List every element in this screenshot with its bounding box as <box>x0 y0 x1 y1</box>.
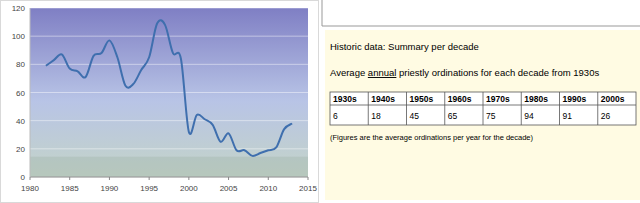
x-tick-label: 1995 <box>140 184 158 193</box>
subtitle-part: annual <box>368 67 397 78</box>
x-tick-label: 2015 <box>299 184 317 193</box>
y-tick-label: 80 <box>16 60 25 69</box>
table-value: 94 <box>524 111 534 121</box>
table-note: (Figures are the average ordinations per… <box>330 133 534 142</box>
separator <box>322 0 323 26</box>
subtitle-part: priestly ordinations for each decade fro… <box>396 67 599 78</box>
grid-line <box>30 64 308 65</box>
table-col-line <box>368 92 369 125</box>
table-col-line <box>406 92 407 125</box>
grid-line <box>30 8 308 9</box>
y-tick-label: 120 <box>12 4 26 13</box>
table-col-line <box>483 92 484 125</box>
grid-line <box>30 120 308 121</box>
table-value: 45 <box>410 111 420 121</box>
grid-line <box>30 148 308 149</box>
subtitle-part: Average <box>330 67 368 78</box>
table-col-line <box>597 92 598 125</box>
grid-line <box>30 92 308 93</box>
x-tick-label: 1980 <box>21 184 39 193</box>
chart-border <box>1 1 319 203</box>
table-value: 18 <box>371 111 381 121</box>
table-value: 75 <box>486 111 496 121</box>
x-tick-label: 1990 <box>101 184 119 193</box>
table-frame <box>330 92 636 125</box>
table-header: 2000s <box>601 94 625 104</box>
table-title: Historic data: Summary per decade <box>330 41 479 52</box>
x-axis <box>30 177 308 178</box>
y-tick-label: 40 <box>16 117 25 126</box>
series-group <box>46 20 292 156</box>
table-header: 1960s <box>448 94 472 104</box>
grid-line <box>30 177 308 178</box>
table-subtitle: Average annual priestly ordinations for … <box>330 67 599 78</box>
y-tick-label: 60 <box>16 89 25 98</box>
table-value: 6 <box>333 111 338 121</box>
line-series <box>46 20 292 156</box>
plot-area <box>30 8 308 177</box>
x-tick-label: 2010 <box>259 184 277 193</box>
y-tick-label: 0 <box>21 173 26 182</box>
table-col-line <box>444 92 445 125</box>
table-header: 1990s <box>563 94 587 104</box>
plot-band <box>30 157 308 177</box>
table-header: 1950s <box>410 94 434 104</box>
y-axis <box>30 8 31 177</box>
y-tick-label: 100 <box>12 32 26 41</box>
x-tick-label: 2005 <box>220 184 238 193</box>
table-header: 1930s <box>333 94 357 104</box>
x-tick-label: 2000 <box>180 184 198 193</box>
y-tick-label: 20 <box>16 145 25 154</box>
table-header: 1980s <box>524 94 548 104</box>
table-value: 91 <box>563 111 573 121</box>
table-header: 1940s <box>371 94 395 104</box>
table-col-line <box>521 92 522 125</box>
page: 0 20 40 60 80 100 120 1980 1985 1990 1995 2000 2005 2… <box>0 0 640 203</box>
table-value: 65 <box>448 111 458 121</box>
table-col-line <box>559 92 560 125</box>
panel <box>325 30 640 200</box>
table-value: 26 <box>601 111 611 121</box>
rule <box>322 26 640 27</box>
x-tick-label: 1985 <box>61 184 79 193</box>
table-header: 1970s <box>486 94 510 104</box>
